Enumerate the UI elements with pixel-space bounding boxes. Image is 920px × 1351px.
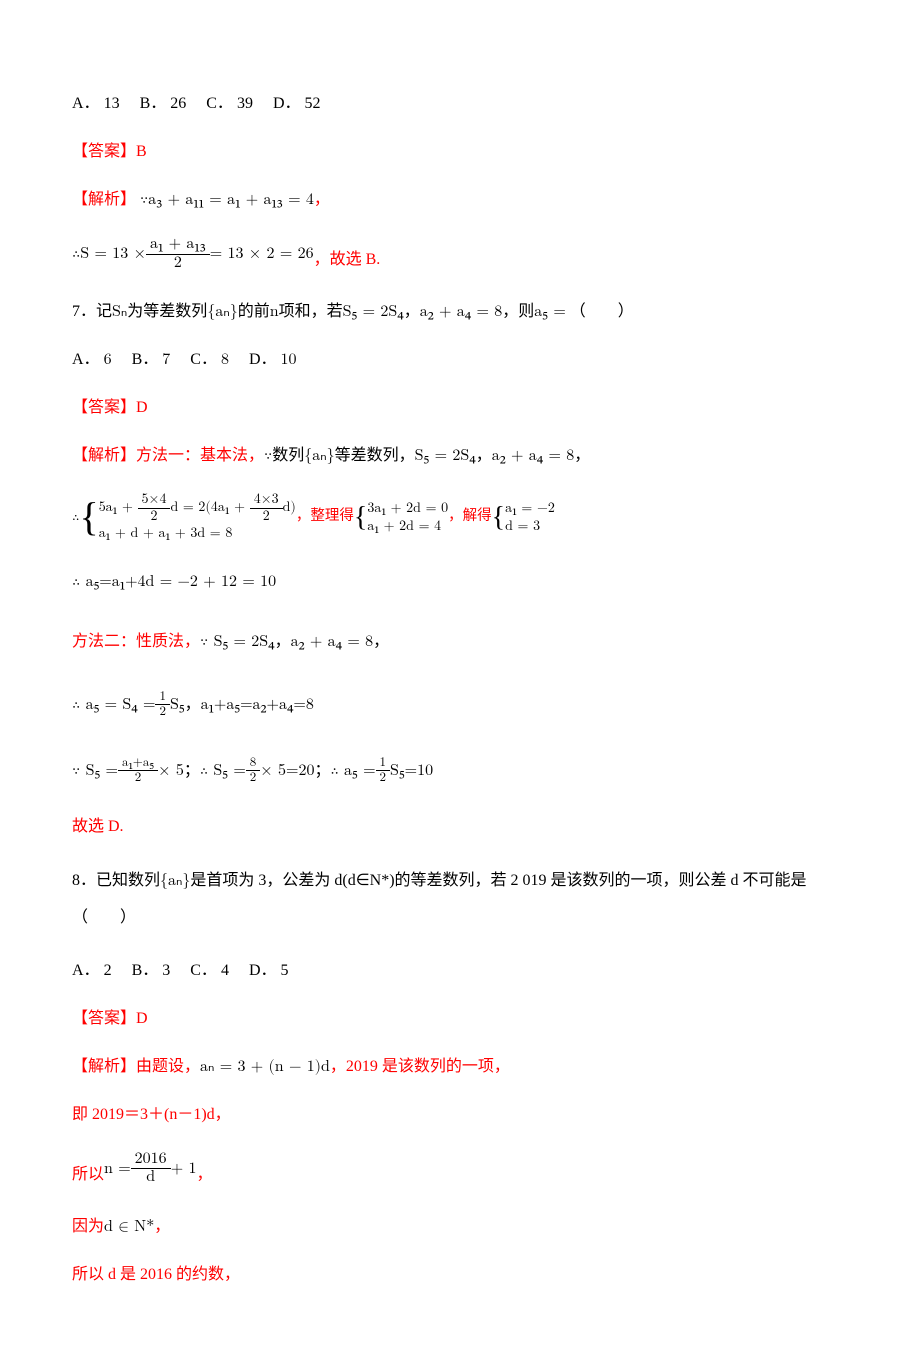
q7-options: A． 6 B． 7 C． 8 D． 10 (72, 348, 846, 372)
q7-opt-d: D． 10 (249, 348, 297, 372)
q6-explain-2: ∴S = 13 × a₁ + a₁₃ 2 = 13 × 2 = 26 ，故选 B… (72, 236, 846, 272)
q8-opt-c: C． 4 (190, 959, 229, 983)
answer-label: 【答案】 (72, 1010, 136, 1027)
q7-opt-b: B． 7 (132, 348, 171, 372)
answer-value: D (136, 399, 148, 416)
q7-answer: 【答案】D (72, 396, 846, 420)
explain-label: 【解析】 (72, 1058, 136, 1075)
q6-opt-d: D． 52 (273, 92, 321, 116)
brace-icon: { (79, 499, 98, 535)
q7-opt-c: C． 8 (190, 348, 229, 372)
q7-m2-line3: ∵ S₅ = a₁+a₅2 × 5；∴ S₅ = 82 × 5=20；∴ a₅ … (72, 756, 846, 786)
q8-answer: 【答案】D (72, 1007, 846, 1031)
q6-opt-a: A． 13 (72, 92, 120, 116)
q8-stem: 8．已知数列{aₙ}是首项为 3，公差为 d(d∈N*)的等差数列，若 2 01… (72, 863, 846, 934)
q7-method1-head: 【解析】方法一：基本法，∵数列{aₙ}等差数列，S₅ = 2S₄，a₂ + a₄… (72, 444, 846, 468)
q8-explain-5: 所以 d 是 2016 的约数， (72, 1263, 846, 1287)
q6-explain-1: 【解析】 ∵a₃ + a₁₁ = a₁ + a₁₃ = 4， (72, 188, 846, 212)
q8-options: A． 2 B． 3 C． 4 D． 5 (72, 959, 846, 983)
q7-stem: 7．记Sₙ为等差数列{aₙ}的前n项和，若S₅ = 2S₄，a₂ + a₄ = … (72, 300, 846, 324)
brace-icon: { (354, 505, 367, 530)
q6-options: A． 13 B． 26 C． 39 D． 52 (72, 92, 846, 116)
q8-explain-4: 因为d ∈ N*， (72, 1215, 846, 1239)
q6-opt-b: B． 26 (140, 92, 187, 116)
fraction: a₁ + a₁₃ 2 (146, 236, 210, 272)
q7-opt-a: A． 6 (72, 348, 112, 372)
brace-icon: { (492, 505, 505, 530)
q6-e1: ∵a₃ + a₁₁ = a₁ + a₁₃ = 4 (140, 192, 314, 208)
q8-explain-3: 所以 n = 2016d + 1 ， (72, 1151, 846, 1187)
explain-label: 【解析】 (72, 191, 136, 208)
q6-answer: 【答案】B (72, 140, 846, 164)
q6-opt-c: C． 39 (206, 92, 253, 116)
q8-opt-a: A． 2 (72, 959, 112, 983)
answer-value: D (136, 1010, 148, 1027)
answer-label: 【答案】 (72, 399, 136, 416)
q7-method2-head: 方法二：性质法，∵ S₅ = 2S₄，a₂ + a₄ = 8， (72, 630, 846, 654)
q8-opt-d: D． 5 (249, 959, 289, 983)
q7-conclusion: 故选 D. (72, 815, 846, 839)
q8-explain-1: 【解析】由题设，aₙ = 3 + (n − 1)d，2019 是该数列的一项， (72, 1055, 846, 1079)
q7-m1-result: ∴ a₅=a₁+4d = −2 + 12 = 10 (72, 570, 846, 594)
answer-value: B (136, 143, 147, 160)
q7-m2-line2: ∴ a₅ = S₄ = 12 S₅，a₁+a₅=a₂+a₄=8 (72, 690, 846, 720)
answer-label: 【答案】 (72, 143, 136, 160)
explain-label: 【解析】 (72, 447, 136, 464)
q8-explain-2: 即 2019＝3＋(n－1)d， (72, 1103, 846, 1127)
q8-opt-b: B． 3 (132, 959, 171, 983)
q7-system: ∴ { 5a₁ + 5×42d = 2(4a₁ + 4×32d) a₁ + d … (72, 492, 846, 542)
